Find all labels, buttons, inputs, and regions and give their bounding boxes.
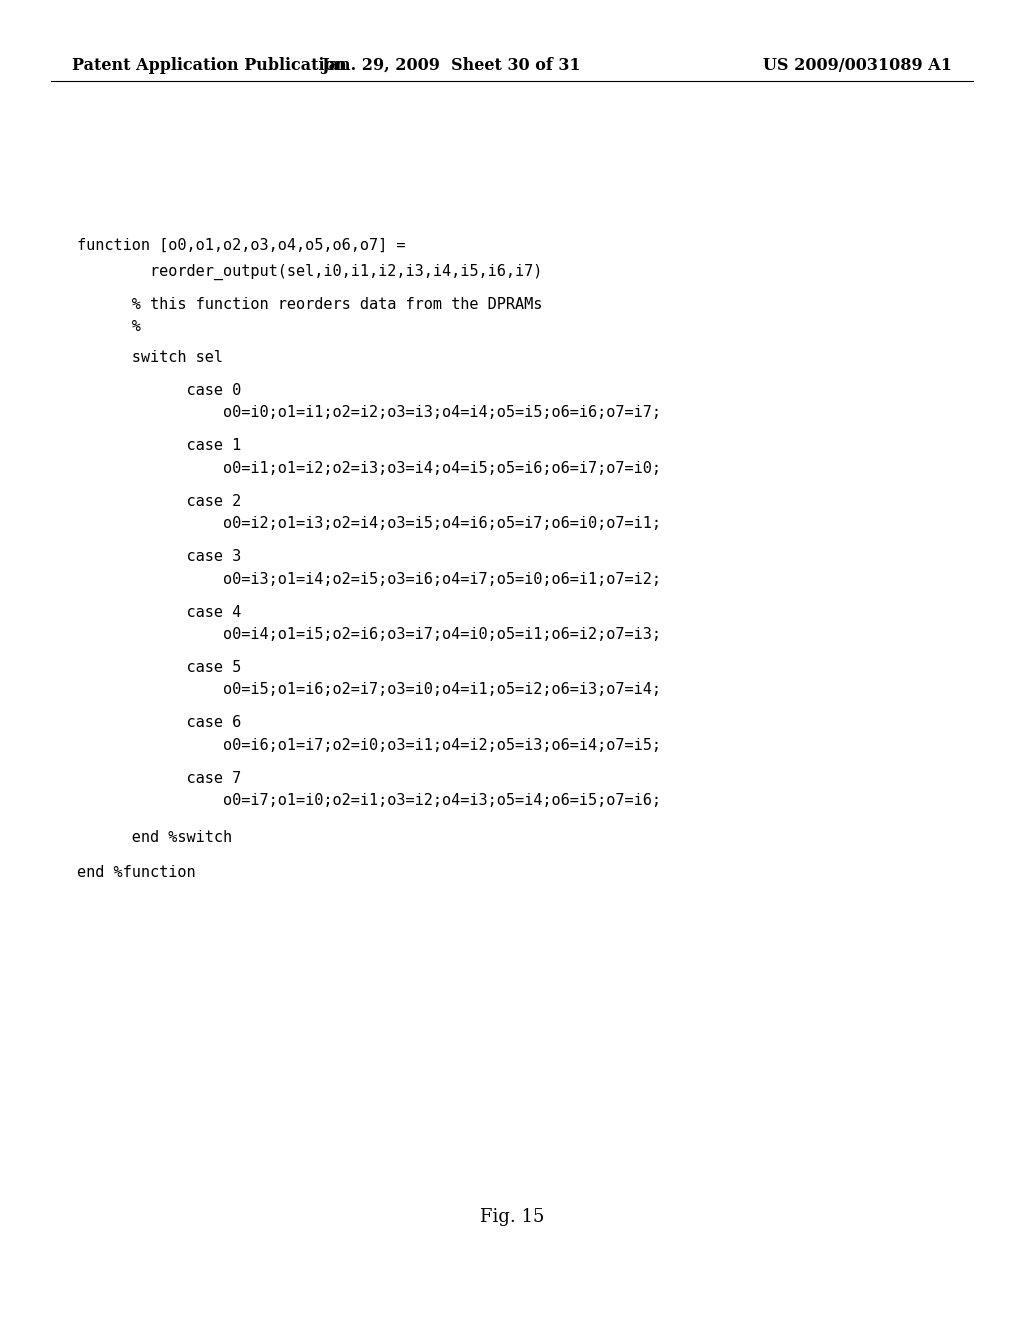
- Text: o0=i3;o1=i4;o2=i5;o3=i6;o4=i7;o5=i0;o6=i1;o7=i2;: o0=i3;o1=i4;o2=i5;o3=i6;o4=i7;o5=i0;o6=i…: [77, 572, 660, 586]
- Text: case 2: case 2: [77, 494, 241, 508]
- Text: end %function: end %function: [77, 865, 196, 879]
- Text: o0=i5;o1=i6;o2=i7;o3=i0;o4=i1;o5=i2;o6=i3;o7=i4;: o0=i5;o1=i6;o2=i7;o3=i0;o4=i1;o5=i2;o6=i…: [77, 682, 660, 697]
- Text: % this function reorders data from the DPRAMs: % this function reorders data from the D…: [77, 297, 542, 312]
- Text: function [o0,o1,o2,o3,o4,o5,o6,o7] =: function [o0,o1,o2,o3,o4,o5,o6,o7] =: [77, 238, 406, 252]
- Text: Patent Application Publication: Patent Application Publication: [72, 57, 346, 74]
- Text: end %switch: end %switch: [77, 830, 231, 845]
- Text: o0=i7;o1=i0;o2=i1;o3=i2;o4=i3;o5=i4;o6=i5;o7=i6;: o0=i7;o1=i0;o2=i1;o3=i2;o4=i3;o5=i4;o6=i…: [77, 793, 660, 808]
- Text: case 0: case 0: [77, 383, 241, 397]
- Text: reorder_output(sel,i0,i1,i2,i3,i4,i5,i6,i7): reorder_output(sel,i0,i1,i2,i3,i4,i5,i6,…: [77, 264, 542, 280]
- Text: Fig. 15: Fig. 15: [480, 1208, 544, 1226]
- Text: case 3: case 3: [77, 549, 241, 564]
- Text: case 4: case 4: [77, 605, 241, 619]
- Text: %: %: [77, 319, 140, 334]
- Text: case 7: case 7: [77, 771, 241, 785]
- Text: o0=i0;o1=i1;o2=i2;o3=i3;o4=i4;o5=i5;o6=i6;o7=i7;: o0=i0;o1=i1;o2=i2;o3=i3;o4=i4;o5=i5;o6=i…: [77, 405, 660, 420]
- Text: o0=i4;o1=i5;o2=i6;o3=i7;o4=i0;o5=i1;o6=i2;o7=i3;: o0=i4;o1=i5;o2=i6;o3=i7;o4=i0;o5=i1;o6=i…: [77, 627, 660, 642]
- Text: US 2009/0031089 A1: US 2009/0031089 A1: [763, 57, 952, 74]
- Text: case 6: case 6: [77, 715, 241, 730]
- Text: o0=i6;o1=i7;o2=i0;o3=i1;o4=i2;o5=i3;o6=i4;o7=i5;: o0=i6;o1=i7;o2=i0;o3=i1;o4=i2;o5=i3;o6=i…: [77, 738, 660, 752]
- Text: o0=i1;o1=i2;o2=i3;o3=i4;o4=i5;o5=i6;o6=i7;o7=i0;: o0=i1;o1=i2;o2=i3;o3=i4;o4=i5;o5=i6;o6=i…: [77, 461, 660, 475]
- Text: case 1: case 1: [77, 438, 241, 453]
- Text: case 5: case 5: [77, 660, 241, 675]
- Text: switch sel: switch sel: [77, 350, 223, 364]
- Text: o0=i2;o1=i3;o2=i4;o3=i5;o4=i6;o5=i7;o6=i0;o7=i1;: o0=i2;o1=i3;o2=i4;o3=i5;o4=i6;o5=i7;o6=i…: [77, 516, 660, 531]
- Text: Jan. 29, 2009  Sheet 30 of 31: Jan. 29, 2009 Sheet 30 of 31: [321, 57, 581, 74]
